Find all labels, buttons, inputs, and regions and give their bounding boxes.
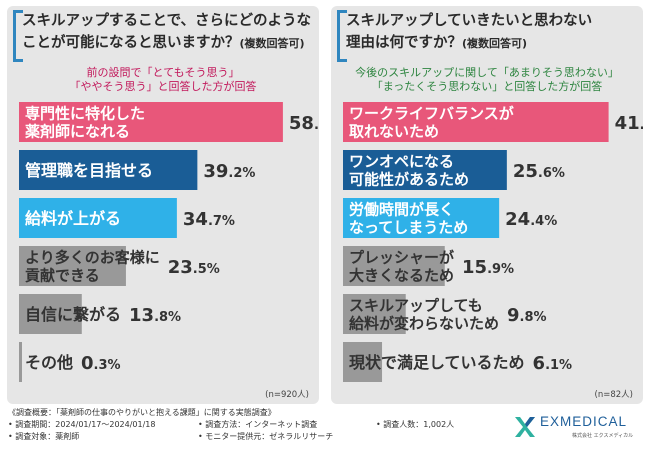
left-bar-3 <box>19 198 177 238</box>
right-bar-label-4-2: 大きくなるため <box>349 266 454 284</box>
right-respondent-line-2: 「まったくそう思わない」と回答した方が回答 <box>371 80 603 93</box>
right-bar-3 <box>343 198 500 238</box>
right-respondent-line-1: 今後のスキルアップに関して「あまりそう思わない」 <box>355 66 619 79</box>
right-question-suffix: (複数回答可) <box>462 37 528 50</box>
left-question-suffix: (複数回答可) <box>239 37 305 50</box>
left-bar-value-3: 34.7% <box>183 209 235 230</box>
right-bar-2 <box>343 150 507 190</box>
right-bar-value-6: 6.1% <box>533 353 573 374</box>
right-bar-4 <box>343 246 445 286</box>
right-bar-5 <box>343 294 406 334</box>
footer-period: • 調査期間：2024/01/17～2024/01/18 <box>8 420 156 429</box>
right-bar-1 <box>343 102 609 142</box>
left-bar-label-5-1: 自信に繋がる <box>25 305 121 324</box>
left-survey-panel: スキルアップすることで、さらにどのような ことが可能になると思いますか？(複数回… <box>7 6 319 404</box>
footer-count: • 調査人数：1,002人 <box>376 420 455 429</box>
right-bar-value-5: 9.8% <box>507 305 547 326</box>
exmedical-logo-icon <box>515 417 535 437</box>
right-bar-value-4: 15.9% <box>462 257 514 278</box>
left-question-line-1: スキルアップすることで、さらにどのような <box>22 13 311 29</box>
right-bar-label-1-1: ワークライフバランスが <box>349 104 515 122</box>
right-bar-6 <box>343 342 383 382</box>
left-bar-value-5: 13.8% <box>129 305 181 326</box>
left-bar-value-2: 39.2% <box>203 161 255 182</box>
left-question-header: スキルアップすることで、さらにどのような ことが可能になると思いますか？(複数回… <box>13 10 313 62</box>
right-bar-value-3: 24.4% <box>505 209 557 230</box>
right-bar-label-3-1: 労働時間が長く <box>349 200 454 218</box>
right-question-header: スキルアップしていきたいと思わない 理由は何ですか？(複数回答可) <box>337 10 637 62</box>
left-bar-value-4: 23.5% <box>168 257 220 278</box>
exmedical-logo: EXMEDICAL 株式会社 エクスメディカル <box>510 412 650 442</box>
left-bar-1 <box>19 102 283 142</box>
left-bar-6 <box>19 342 22 382</box>
footer-survey-title: 《調査概要：「薬剤師の仕事のやりがいと抱える課題」に関する実態調査》 <box>8 408 276 417</box>
right-bar-label-5-2: 給料が変わらないため <box>349 314 499 332</box>
right-bar-label-3-2: なってしまうため <box>349 218 468 236</box>
footer-method: • 調査方法：インターネット調査 <box>198 420 318 429</box>
left-bar-2 <box>19 150 198 190</box>
left-bar-label-4-2: 貢献できる <box>25 266 100 284</box>
left-respondent-note: 前の設問で「とてもそう思う」 「ややそう思う」と回答した方が回答 <box>7 66 319 94</box>
right-question-line-2: 理由は何ですか？(複数回答可) <box>346 32 637 55</box>
right-bar-label-5-1: スキルアップしても <box>349 296 483 314</box>
right-sample-size: (n=82人) <box>594 390 633 400</box>
left-bar-label-2-1: 管理職を目指せる <box>25 161 153 180</box>
footer-monitor: • モニター提供元：ゼネラルリサーチ <box>198 432 334 441</box>
right-bar-label-1-2: 取れないため <box>349 122 439 140</box>
left-respondent-line-1: 前の設問で「とてもそう思う」 <box>86 66 240 79</box>
left-bar-label-4-1: より多くのお客様に <box>25 248 160 266</box>
left-bar-label-1-2: 薬剤師になれる <box>24 122 130 140</box>
right-respondent-note: 今後のスキルアップに関して「あまりそう思わない」 「まったくそう思わない」と回答… <box>331 66 643 94</box>
logo-wordmark: EXMEDICAL <box>540 414 628 429</box>
left-question-line-2: ことが可能になると思いますか？(複数回答可) <box>22 32 313 55</box>
left-bar-label-6-1: その他 <box>25 353 73 372</box>
left-sample-size: (n=920人) <box>265 390 309 400</box>
left-respondent-line-2: 「ややそう思う」と回答した方が回答 <box>69 80 257 93</box>
right-bar-value-1: 41.5% <box>615 113 643 134</box>
left-bar-4 <box>19 246 126 286</box>
footer-target: • 調査対象：薬剤師 <box>8 432 80 441</box>
left-bar-label-3-1: 給料が上がる <box>25 209 121 228</box>
logo-company: 株式会社 エクスメディカル <box>572 433 634 439</box>
left-bar-label-1-1: 専門性に特化した <box>25 104 145 122</box>
right-bar-value-2: 25.6% <box>513 161 565 182</box>
right-question-line-1: スキルアップしていきたいと思わない <box>346 13 593 29</box>
right-question-line-2-text: 理由は何ですか？ <box>346 35 462 51</box>
right-bar-label-2-2: 可能性があるため <box>349 170 469 188</box>
left-question-line-2-text: ことが可能になると思いますか？ <box>22 35 240 51</box>
right-bar-label-2-1: ワンオペになる <box>349 152 454 170</box>
right-bar-label-4-1: プレッシャーが <box>349 248 455 266</box>
left-bar-value-1: 58.0% <box>289 113 319 134</box>
left-bar-5 <box>19 294 82 334</box>
right-bar-label-6-1: 現状で満足しているため <box>349 353 525 372</box>
left-bar-value-6: 0.3% <box>81 353 121 374</box>
right-survey-panel: スキルアップしていきたいと思わない 理由は何ですか？(複数回答可) 今後のスキル… <box>331 6 643 404</box>
